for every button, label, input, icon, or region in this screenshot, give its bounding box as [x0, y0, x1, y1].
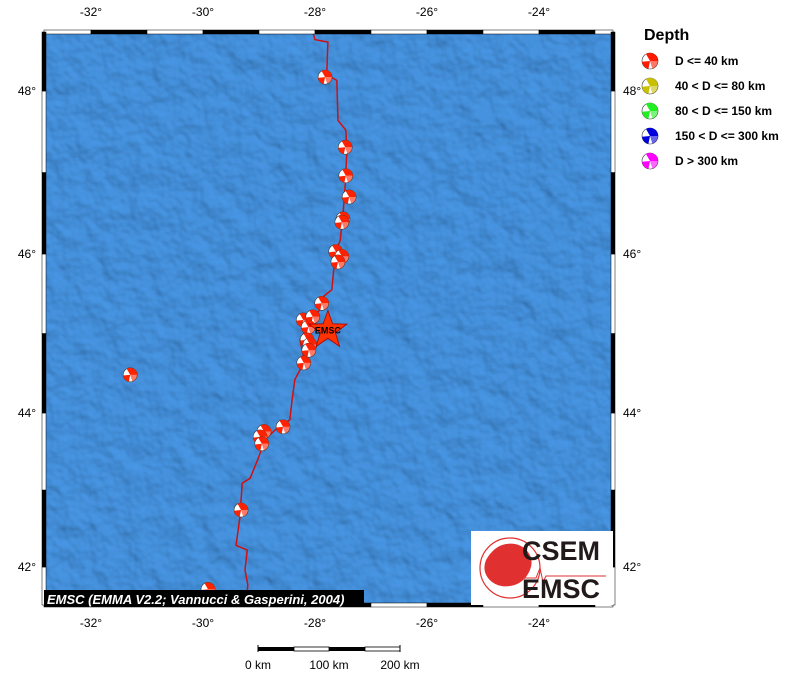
attribution: EMSC (EMMA V2.2; Vannucci & Gasperini, 2… [44, 590, 364, 607]
top-lon-label: -28° [304, 5, 326, 19]
logo-text-emsc: EMSC [522, 574, 600, 604]
earthquake-beachball[interactable] [254, 436, 270, 452]
bottom-lon-label: -26° [416, 616, 438, 630]
earthquake-beachball[interactable] [296, 355, 312, 371]
legend-item: 80 < D <= 150 km [641, 102, 772, 120]
earthquake-beachball[interactable] [275, 419, 291, 435]
legend-label: 150 < D <= 300 km [675, 129, 779, 143]
earthquake-beachball[interactable] [122, 367, 138, 383]
scale-label-100: 100 km [309, 658, 348, 672]
earthquake-beachball[interactable] [301, 342, 317, 358]
csem-emsc-logo: CSEM EMSC [471, 531, 613, 605]
legend-label: D <= 40 km [675, 54, 738, 68]
legend-item: 150 < D <= 300 km [641, 127, 779, 145]
legend-label: 40 < D <= 80 km [675, 79, 765, 93]
earthquake-beachball[interactable] [233, 502, 249, 518]
legend-item: D > 300 km [641, 152, 738, 170]
legend-beachball-icon[interactable] [641, 77, 659, 95]
right-lat-label: 44° [623, 406, 641, 420]
right-lat-label: 48° [623, 84, 641, 98]
map-area[interactable]: EMSC [44, 32, 613, 606]
left-lat-label: 44° [18, 406, 36, 420]
legend-beachball-icon[interactable] [641, 127, 659, 145]
bottom-lon-label: -24° [528, 616, 550, 630]
top-lon-label: -30° [192, 5, 214, 19]
bottom-lon-label: -32° [80, 616, 102, 630]
legend-beachball-icon[interactable] [641, 102, 659, 120]
bottom-lon-label: -30° [192, 616, 214, 630]
earthquake-beachball[interactable] [337, 139, 353, 155]
earthquake-beachball[interactable] [341, 189, 357, 205]
top-lon-label: -32° [80, 5, 102, 19]
attribution-text: EMSC (EMMA V2.2; Vannucci & Gasperini, 2… [47, 592, 344, 607]
earthquake-beachball[interactable] [314, 295, 330, 311]
top-lon-label: -26° [416, 5, 438, 19]
legend-title: Depth [644, 27, 689, 44]
right-lat-label: 42° [623, 560, 641, 574]
scale-label-0: 0 km [245, 658, 271, 672]
scale-label-200: 200 km [380, 658, 419, 672]
depth-legend: Depth D <= 40 km 40 < D <= 80 km 80 < D <=… [641, 27, 779, 170]
epicenter-star[interactable] [307, 309, 349, 348]
left-lat-label: 42° [18, 560, 36, 574]
legend-label: 80 < D <= 150 km [675, 104, 772, 118]
legend-beachball-icon[interactable] [641, 52, 659, 70]
earthquake-beachball[interactable] [317, 69, 333, 85]
earthquake-beachball[interactable] [330, 254, 346, 270]
earthquake-beachball[interactable] [338, 168, 354, 184]
legend-item: 40 < D <= 80 km [641, 77, 765, 95]
logo-text-csem: CSEM [522, 536, 600, 566]
earthquake-beachball[interactable] [334, 214, 350, 230]
scale-bar: 0 km 100 km 200 km [245, 645, 420, 672]
top-lon-label: -24° [528, 5, 550, 19]
bottom-lon-label: -28° [304, 616, 326, 630]
left-lat-label: 48° [18, 84, 36, 98]
legend-beachball-icon[interactable] [641, 152, 659, 170]
epicenter-label: EMSC [315, 325, 342, 335]
legend-item: D <= 40 km [641, 52, 738, 70]
right-lat-label: 46° [623, 247, 641, 261]
legend-label: D > 300 km [675, 154, 738, 168]
left-lat-label: 46° [18, 247, 36, 261]
